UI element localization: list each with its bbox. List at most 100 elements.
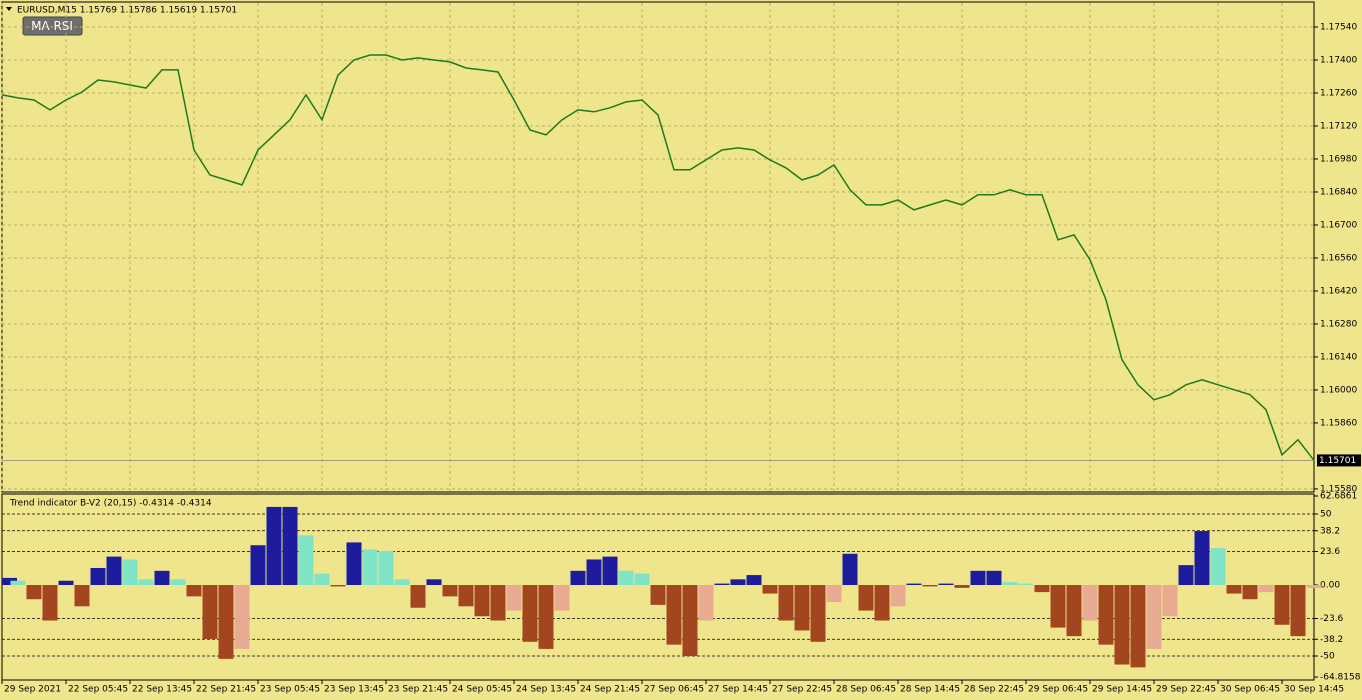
indicator-title: Trend indicator B-V2 (20,15) -0.4314 -0.… (9, 499, 212, 509)
indicator-bar (938, 583, 954, 586)
x-tick-label: 27 Sep 06:45 (644, 685, 704, 695)
indicator-bar (602, 556, 618, 586)
indicator-bar (954, 585, 970, 588)
y-tick-label: 1.17400 (1320, 55, 1357, 65)
indicator-bar (746, 575, 762, 586)
x-tick-label: 23 Sep 13:45 (324, 685, 384, 695)
indicator-bar (362, 549, 378, 586)
x-tick-label: 23 Sep 21:45 (388, 685, 448, 695)
indicator-bar (490, 585, 506, 621)
indicator-bar (778, 585, 794, 621)
indicator-bar (202, 585, 218, 639)
indicator-bar (634, 573, 650, 586)
indicator-bar (122, 559, 138, 586)
x-tick-label: 24 Sep 05:45 (452, 685, 512, 695)
indicator-bar (90, 567, 106, 586)
y-tick-label: -50 (1320, 652, 1335, 662)
x-tick-label: 22 Sep 21:45 (196, 685, 256, 695)
x-tick-label: 29 Sep 06:45 (1028, 685, 1088, 695)
x-tick-label: 30 Sep 14:45 (1284, 685, 1344, 695)
indicator-bar (1034, 585, 1050, 593)
indicator-bar (1178, 565, 1194, 586)
symbol-header: EURUSD,M15 1.15769 1.15786 1.15619 1.157… (17, 6, 237, 16)
indicator-bar (314, 573, 330, 586)
x-tick-label: 29 Sep 22:45 (1156, 685, 1216, 695)
y-tick-label: 1.17260 (1320, 88, 1357, 98)
indicator-bar (906, 583, 922, 586)
x-tick-label: 24 Sep 13:45 (516, 685, 576, 695)
y-tick-label: 0.00 (1320, 581, 1340, 591)
ma-rsi-button[interactable] (22, 16, 83, 36)
x-tick-label: 22 Sep 05:45 (68, 685, 128, 695)
indicator-bar (58, 580, 74, 586)
y-tick-label: 1.16980 (1320, 154, 1357, 164)
y-tick-label: 1.15860 (1320, 418, 1357, 428)
y-tick-label: 1.16560 (1320, 253, 1357, 263)
indicator-bar (26, 585, 42, 600)
indicator-bar (74, 585, 90, 607)
indicator-bar (538, 585, 554, 649)
indicator-bar (458, 585, 474, 607)
indicator-bar (666, 585, 682, 645)
indicator-bar (826, 585, 842, 603)
x-tick-label: 29 Sep 14:45 (1092, 685, 1152, 695)
indicator-bar (346, 542, 362, 586)
indicator-bar (330, 585, 346, 587)
y-tick-label: 1.16420 (1320, 286, 1357, 296)
indicator-bar (250, 545, 266, 586)
y-tick-label: 1.16140 (1320, 352, 1357, 362)
indicator-bar (426, 579, 442, 586)
indicator-bar (1002, 582, 1018, 586)
indicator-bar (714, 583, 730, 586)
y-tick-label: 38.2 (1320, 526, 1340, 536)
indicator-bar (570, 570, 586, 586)
indicator-bar (1194, 531, 1210, 586)
current-price-label: 1.15701 (1319, 456, 1356, 466)
indicator-bar (858, 585, 874, 611)
indicator-bar (522, 585, 538, 642)
indicator-bar (986, 570, 1002, 586)
y-tick-label: -64.8158 (1320, 673, 1361, 683)
indicator-bar (42, 585, 58, 621)
indicator-bar (1082, 585, 1098, 621)
indicator-bar (1114, 585, 1130, 665)
menu-arrow[interactable] (6, 7, 12, 11)
y-tick-label: -38.2 (1320, 635, 1343, 645)
indicator-bar (1274, 585, 1290, 625)
indicator-bar (874, 585, 890, 621)
y-tick-label: 50 (1320, 510, 1332, 520)
indicator-bar (1146, 585, 1162, 649)
x-tick-label: 23 Sep 05:45 (260, 685, 320, 695)
indicator-bar (282, 506, 298, 586)
indicator-bar (186, 585, 202, 597)
ma-rsi-label[interactable]: MA RSI (31, 19, 73, 33)
indicator-bar (1050, 585, 1066, 628)
indicator-bar (394, 579, 410, 586)
indicator-bar (762, 585, 778, 594)
indicator-bar (586, 559, 602, 586)
indicator-bar (1130, 585, 1146, 668)
indicator-bar (506, 585, 522, 611)
indicator-bar (1098, 585, 1114, 645)
indicator-bar (266, 506, 282, 586)
indicator-bar (1258, 585, 1274, 593)
indicator-bar (970, 570, 986, 586)
y-tick-label: 23.6 (1320, 547, 1340, 557)
indicator-bar (842, 553, 858, 586)
indicator-bar (154, 570, 170, 586)
indicator-bar (2, 577, 17, 586)
y-tick-label: 1.17540 (1320, 22, 1357, 32)
indicator-bar (890, 585, 906, 607)
indicator-bar (298, 535, 314, 586)
x-tick-label: 24 Sep 21:45 (580, 685, 640, 695)
y-tick-label: 1.16280 (1320, 319, 1357, 329)
x-tick-label: 29 Sep 2021 (4, 685, 61, 695)
indicator-bar (1210, 548, 1226, 586)
x-tick-label: 22 Sep 13:45 (132, 685, 192, 695)
indicator-bar (730, 579, 746, 586)
x-tick-label: 30 Sep 06:45 (1220, 685, 1280, 695)
indicator-bar (618, 570, 634, 586)
current-price-box (1317, 454, 1361, 467)
indicator-bar (698, 585, 714, 621)
y-tick-label: 1.15580 (1320, 484, 1357, 494)
